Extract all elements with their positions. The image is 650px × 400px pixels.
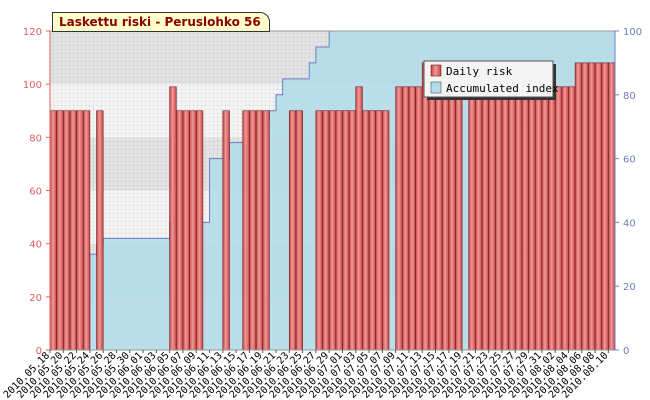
bar-daily-risk xyxy=(189,110,197,351)
bar-daily-risk xyxy=(468,86,476,351)
legend-label-accumulated-index: Accumulated index xyxy=(446,82,559,95)
bar-daily-risk xyxy=(435,86,443,351)
bar-daily-risk xyxy=(561,86,569,351)
y-tick-label-right: 40 xyxy=(623,218,636,229)
bar-daily-risk xyxy=(608,62,616,351)
bar-daily-risk xyxy=(581,62,589,351)
bar-daily-risk xyxy=(588,62,596,351)
bar-daily-risk xyxy=(355,86,363,351)
legend-swatch-accumulated-index xyxy=(430,81,442,94)
y-tick-label-left: 80 xyxy=(29,133,42,144)
bar-daily-risk xyxy=(554,86,563,351)
bar-daily-risk xyxy=(315,110,323,351)
bar-daily-risk xyxy=(222,110,230,351)
bar-daily-risk xyxy=(255,110,264,351)
bar-daily-risk xyxy=(49,110,57,351)
bar-daily-risk xyxy=(382,110,390,351)
legend-label-daily-risk: Daily risk xyxy=(446,65,513,78)
y-tick-label-left: 0 xyxy=(36,346,42,357)
bar-daily-risk xyxy=(534,86,543,351)
y-tick-label-right: 80 xyxy=(623,91,636,102)
bar-daily-risk xyxy=(455,86,463,351)
y-tick-label-left: 20 xyxy=(29,293,42,304)
bar-daily-risk xyxy=(182,110,190,351)
y-tick-label-left: 100 xyxy=(23,80,42,91)
bar-daily-risk xyxy=(415,86,423,351)
legend: Daily risk Accumulated index xyxy=(423,60,559,100)
bar-daily-risk xyxy=(56,110,64,351)
bar-daily-risk xyxy=(448,86,456,351)
bar-daily-risk xyxy=(475,86,483,351)
bar-daily-risk xyxy=(508,86,516,351)
bar-daily-risk xyxy=(96,110,104,351)
bar-daily-risk xyxy=(441,86,450,351)
bar-daily-risk xyxy=(249,110,257,351)
bar-daily-risk xyxy=(362,110,370,351)
bar-daily-risk xyxy=(328,110,337,351)
bar-daily-risk xyxy=(62,110,71,351)
bar-daily-risk xyxy=(521,86,529,351)
y-tick-label-left: 120 xyxy=(23,27,42,38)
bar-daily-risk xyxy=(76,110,84,351)
bar-daily-risk xyxy=(82,110,91,351)
bar-daily-risk xyxy=(348,110,357,351)
bar-daily-risk xyxy=(169,86,177,351)
legend-swatch-daily-risk xyxy=(430,64,442,77)
bar-daily-risk xyxy=(288,110,297,351)
bar-daily-risk xyxy=(501,86,509,351)
bar-daily-risk xyxy=(335,110,343,351)
bar-daily-risk xyxy=(601,62,609,351)
bar-daily-risk xyxy=(262,110,270,351)
bar-daily-risk xyxy=(395,86,403,351)
bar-daily-risk xyxy=(514,86,523,351)
bar-daily-risk xyxy=(342,110,350,351)
bar-daily-risk xyxy=(195,110,204,351)
bar-daily-risk xyxy=(574,62,583,351)
bar-daily-risk xyxy=(528,86,536,351)
bar-daily-risk xyxy=(69,110,77,351)
legend-box xyxy=(423,60,554,98)
bar-daily-risk xyxy=(368,110,377,351)
bar-daily-risk xyxy=(541,86,549,351)
y-tick-label-left: 60 xyxy=(29,187,42,198)
bar-daily-risk xyxy=(568,86,576,351)
bar-daily-risk xyxy=(548,86,556,351)
bar-daily-risk xyxy=(295,110,303,351)
bar-daily-risk xyxy=(408,86,416,351)
y-tick-label-right: 60 xyxy=(623,155,636,166)
bar-daily-risk xyxy=(488,86,496,351)
bar-daily-risk xyxy=(242,110,250,351)
bar-daily-risk xyxy=(175,110,184,351)
bar-daily-risk xyxy=(428,86,436,351)
bar-daily-risk xyxy=(401,86,410,351)
y-tick-label-right: 100 xyxy=(623,27,642,38)
chart-title: Laskettu riski - Peruslohko 56 xyxy=(52,12,270,32)
y-tick-label-right: 20 xyxy=(623,282,636,293)
bar-daily-risk xyxy=(481,86,490,351)
bar-daily-risk xyxy=(495,86,503,351)
y-tick-label-right: 0 xyxy=(623,346,629,357)
bar-daily-risk xyxy=(421,62,430,351)
bar-daily-risk xyxy=(375,110,383,351)
y-tick-label-left: 40 xyxy=(29,240,42,251)
bar-daily-risk xyxy=(594,62,603,351)
bar-daily-risk xyxy=(322,110,330,351)
